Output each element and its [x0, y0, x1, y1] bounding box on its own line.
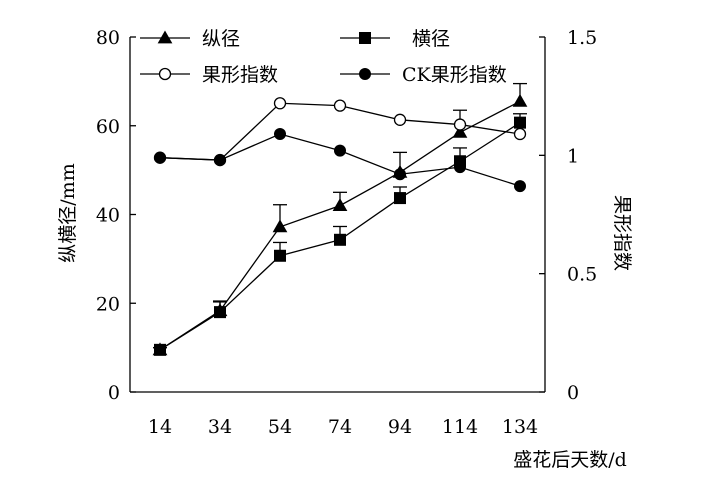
data-point — [393, 113, 407, 126]
series-layer — [152, 82, 528, 356]
x-tick-label: 114 — [442, 416, 478, 438]
x-tick-label: 54 — [268, 416, 292, 438]
legend-marker — [157, 30, 173, 44]
y-left-tick-label: 20 — [96, 293, 120, 315]
data-point — [272, 219, 288, 233]
legend-marker — [158, 67, 172, 81]
series-4 — [154, 128, 526, 193]
x-tick-label: 14 — [148, 416, 172, 438]
series-1 — [152, 82, 528, 356]
y-left-tick-label: 0 — [108, 382, 120, 404]
y-right-tick-label: 0 — [567, 382, 579, 404]
y-axis-right-label: 果形指数 — [611, 195, 633, 271]
data-point — [274, 128, 286, 141]
legend-item: 果形指数 — [140, 64, 278, 86]
data-point — [334, 144, 346, 157]
data-point — [274, 249, 286, 262]
data-point — [333, 99, 347, 112]
data-point — [154, 151, 166, 164]
legend-item: 纵径 — [140, 28, 240, 50]
legend-label: 横径 — [412, 28, 450, 50]
ticks: 0 20 40 60 80 0 0.5 1 1.5 14 34 54 74 94 114 134 — [96, 27, 597, 438]
legend-label: 纵径 — [202, 28, 240, 50]
y-axis-left-label: 纵横径/mm — [57, 163, 79, 262]
data-point — [512, 93, 528, 107]
data-point — [332, 198, 348, 211]
data-point — [514, 180, 526, 193]
data-point — [394, 192, 406, 205]
y-right-tick-label: 0.5 — [567, 264, 597, 286]
legend-marker — [359, 68, 371, 80]
data-point — [514, 116, 526, 129]
data-point — [273, 97, 287, 110]
legend-item: 横径 — [340, 28, 450, 50]
data-point — [452, 124, 468, 138]
data-point — [214, 154, 226, 167]
data-point — [214, 306, 226, 319]
y-left-tick-label: 80 — [96, 27, 120, 49]
y-left-tick-label: 40 — [96, 205, 120, 227]
legend-label: 果形指数 — [202, 64, 278, 86]
x-tick-label: 34 — [208, 416, 232, 438]
y-right-tick-label: 1.5 — [567, 27, 597, 49]
x-tick-label: 134 — [502, 416, 538, 438]
legend-item: CK果形指数 — [340, 64, 507, 86]
legend-marker — [359, 32, 371, 44]
data-point — [513, 127, 527, 141]
data-point — [394, 168, 406, 181]
y-left-tick-label: 60 — [96, 116, 120, 138]
data-point — [453, 118, 467, 131]
data-point — [154, 343, 166, 356]
legend-label: CK果形指数 — [402, 64, 507, 86]
y-right-tick-label: 1 — [567, 145, 579, 167]
data-point — [454, 161, 466, 174]
x-tick-label: 74 — [328, 416, 352, 438]
x-tick-label: 94 — [388, 416, 412, 438]
x-axis-label: 盛花后天数/d — [513, 449, 627, 471]
data-point — [334, 233, 346, 246]
axes — [129, 37, 546, 393]
